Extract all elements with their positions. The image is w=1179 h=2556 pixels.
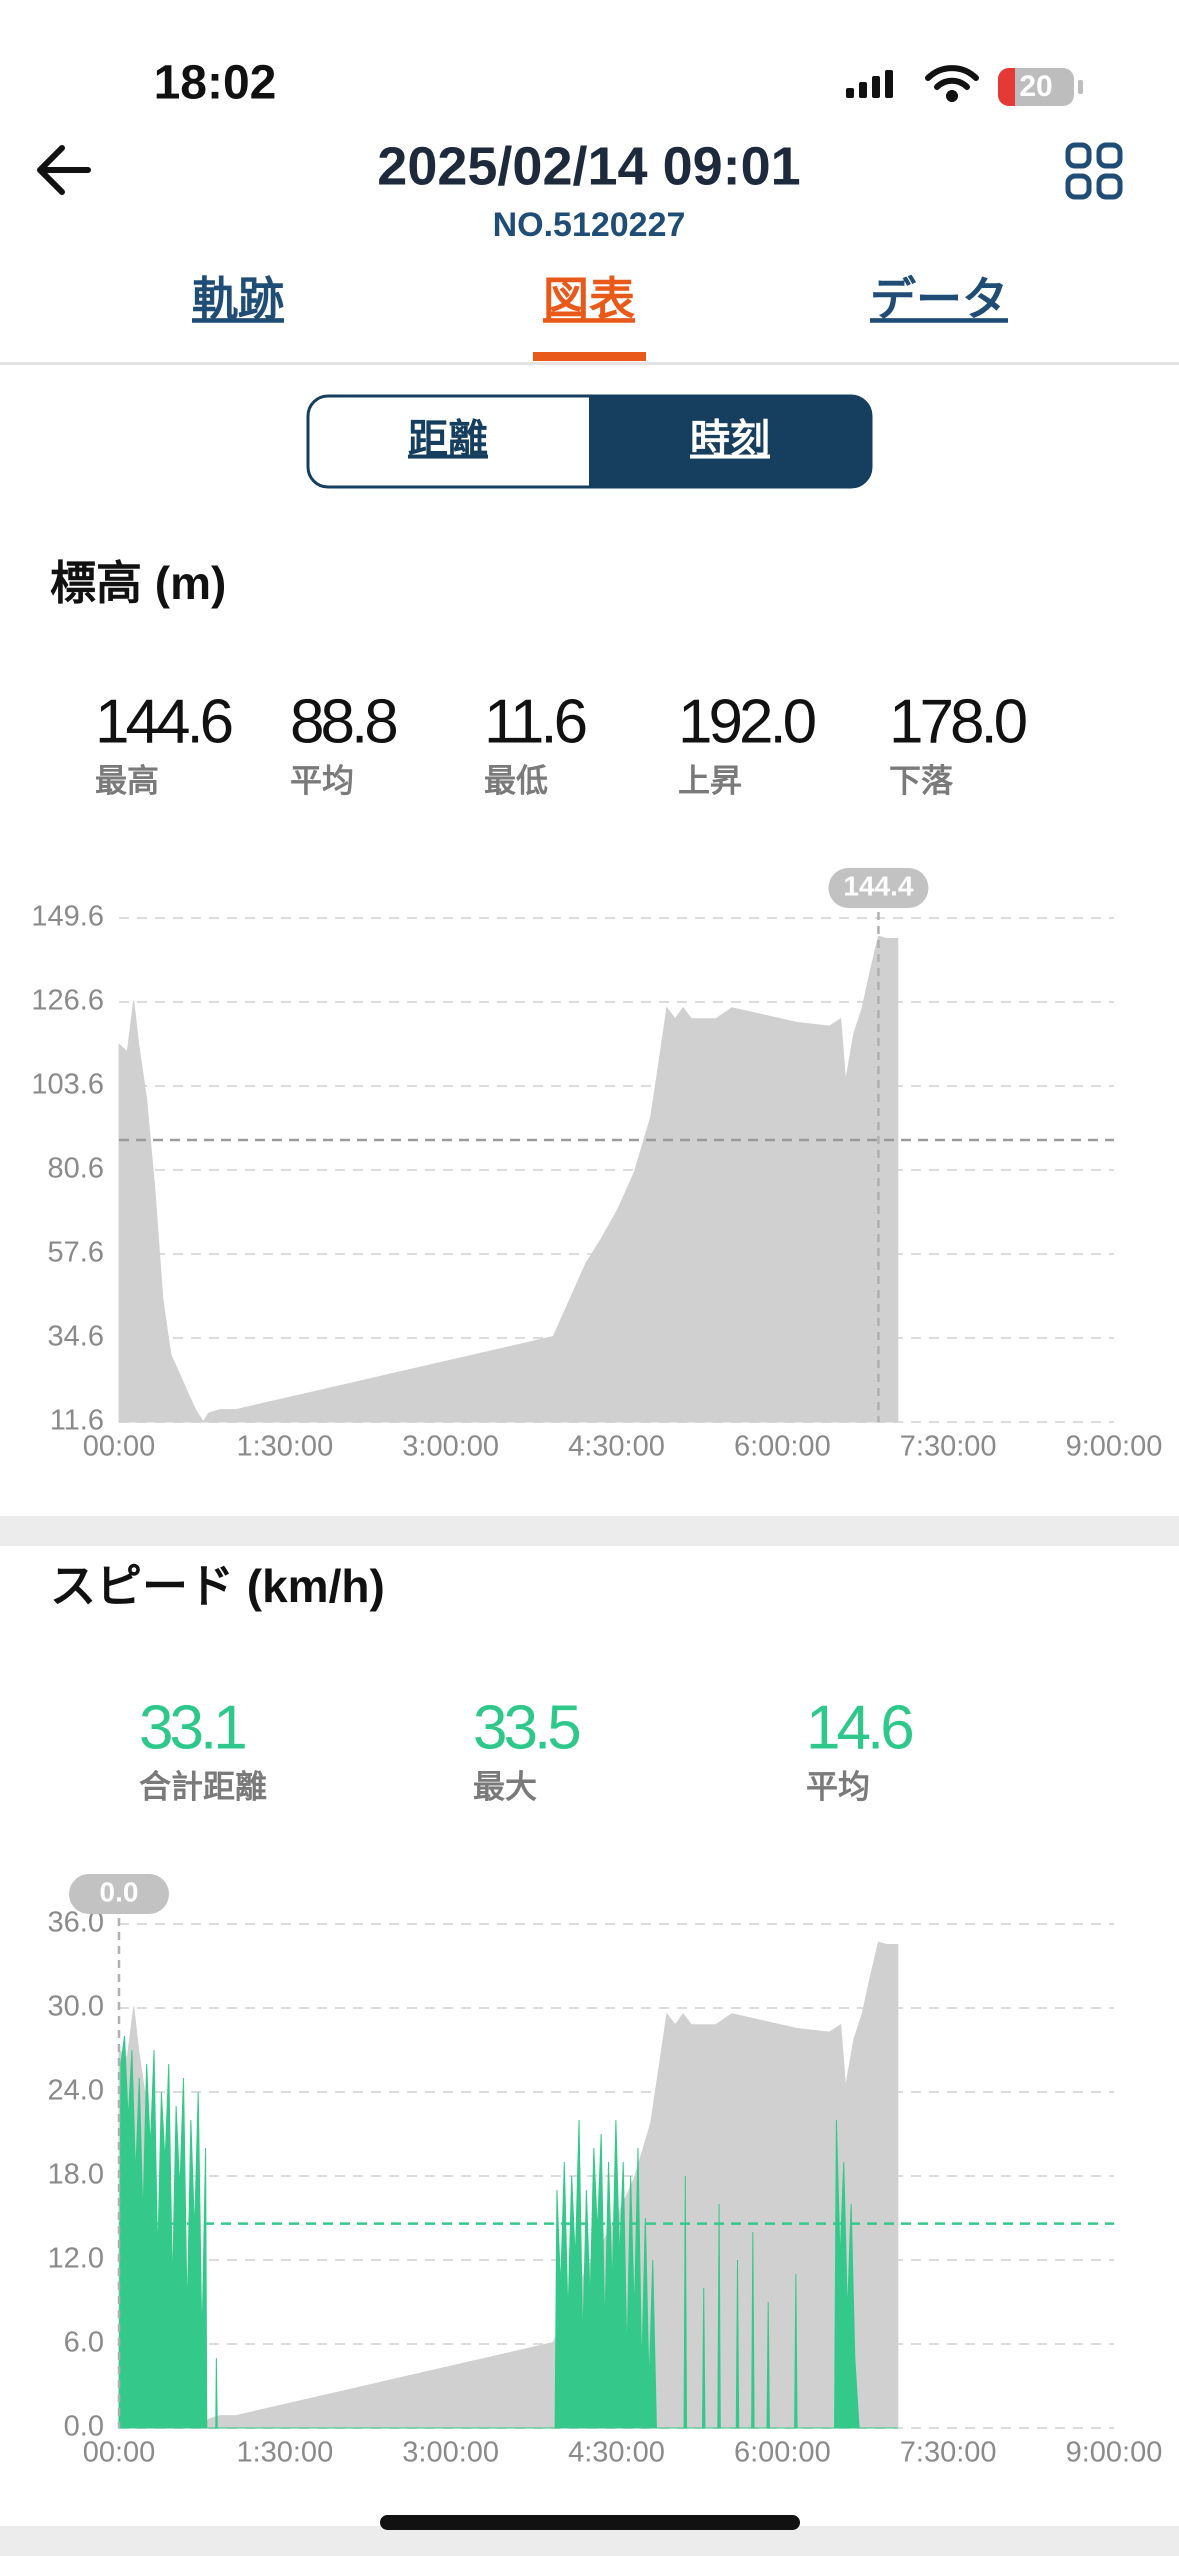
- stat-label: 最大: [473, 1768, 537, 1804]
- stat-label: 平均: [806, 1768, 870, 1804]
- stat-label: 下落: [889, 762, 954, 798]
- section-title: スピード (km/h): [50, 1560, 385, 1612]
- x-tick-label: 4:30:00: [568, 2437, 665, 2469]
- stat-value: 192.0: [678, 687, 816, 756]
- x-tick-label: 9:00:00: [1066, 2437, 1163, 2469]
- stat-value: 14.6: [806, 1693, 912, 1762]
- segment-active[interactable]: 時刻: [690, 418, 770, 462]
- divider: [0, 362, 1179, 365]
- stat-value: 144.6: [95, 687, 232, 756]
- grid-menu-button[interactable]: [1065, 142, 1123, 200]
- x-tick-label: 4:30:00: [568, 1431, 665, 1463]
- x-tick-label: 00:00: [83, 2437, 156, 2469]
- stat-value: 33.5: [473, 1693, 579, 1762]
- x-tick-label: 3:00:00: [402, 1431, 499, 1463]
- status-time: 18:02: [154, 57, 277, 110]
- x-tick-label: 1:30:00: [236, 1431, 333, 1463]
- section-separator: [0, 1516, 1179, 1546]
- charts: 標高 (m) 144.6 最高 88.8 平均 11.6 最低 192.0 上昇 178.0 下落 1…: [31, 557, 1162, 2469]
- stat-value: 88.8: [290, 687, 396, 756]
- y-tick-label: 24.0: [48, 2075, 104, 2107]
- marker-pill: [69, 1874, 169, 1914]
- segment-active-bg: [589, 396, 871, 487]
- y-tick-label: 6.0: [64, 2327, 104, 2359]
- section-separator: [0, 2526, 1179, 2556]
- marker-pill: [828, 868, 929, 908]
- y-tick-label: 12.0: [48, 2243, 104, 2275]
- x-tick-label: 6:00:00: [734, 2437, 831, 2469]
- stat-label: 平均: [290, 762, 354, 798]
- y-tick-label: 57.6: [48, 1237, 104, 1269]
- wifi-icon: [925, 65, 979, 102]
- stat-label: 上昇: [678, 762, 742, 798]
- x-tick-label: 7:30:00: [900, 2437, 997, 2469]
- battery-level: 20: [1019, 70, 1052, 103]
- y-tick-label: 80.6: [48, 1153, 104, 1185]
- tab-active[interactable]: 図表: [543, 273, 635, 325]
- back-button[interactable]: [37, 145, 91, 195]
- stat-label: 合計距離: [139, 1768, 267, 1804]
- area-series: [118, 2035, 898, 2429]
- y-tick-label: 103.6: [31, 1069, 104, 1101]
- battery-icon: 20: [998, 68, 1083, 106]
- marker-label: 0.0: [100, 1876, 139, 1907]
- segment[interactable]: 距離: [408, 418, 488, 462]
- x-tick-label: 00:00: [83, 1431, 156, 1463]
- area-series: [118, 1941, 899, 2429]
- x-tick-label: 3:00:00: [402, 2437, 499, 2469]
- y-tick-label: 34.6: [48, 1321, 104, 1353]
- home-indicator: [380, 2515, 800, 2530]
- x-tick-label: 6:00:00: [734, 1431, 831, 1463]
- header-title: 2025/02/14 09:01: [377, 136, 800, 196]
- x-tick-label: 9:00:00: [1066, 1431, 1163, 1463]
- marker-label: 144.4: [843, 870, 913, 901]
- stat-value: 11.6: [484, 687, 586, 756]
- stat-value: 178.0: [889, 687, 1027, 756]
- tab-indicator: [533, 352, 646, 361]
- x-tick-label: 7:30:00: [900, 1431, 997, 1463]
- stat-label: 最高: [95, 762, 159, 798]
- y-tick-label: 11.6: [50, 1405, 104, 1437]
- header-subtitle: NO.5120227: [493, 206, 686, 244]
- tab[interactable]: 軌跡: [192, 273, 284, 325]
- stat-value: 33.1: [139, 1693, 245, 1762]
- y-tick-label: 0.0: [64, 2411, 104, 2443]
- y-tick-label: 18.0: [48, 2159, 104, 2191]
- section-title: 標高 (m): [50, 557, 226, 609]
- stat-label: 最低: [484, 762, 548, 798]
- tab[interactable]: データ: [870, 273, 1008, 325]
- x-tick-label: 1:30:00: [236, 2437, 333, 2469]
- y-tick-label: 126.6: [31, 985, 104, 1017]
- y-tick-label: 30.0: [48, 1991, 104, 2023]
- y-tick-label: 149.6: [31, 901, 104, 933]
- signal-icon: [846, 70, 893, 98]
- area-series: [118, 935, 899, 1423]
